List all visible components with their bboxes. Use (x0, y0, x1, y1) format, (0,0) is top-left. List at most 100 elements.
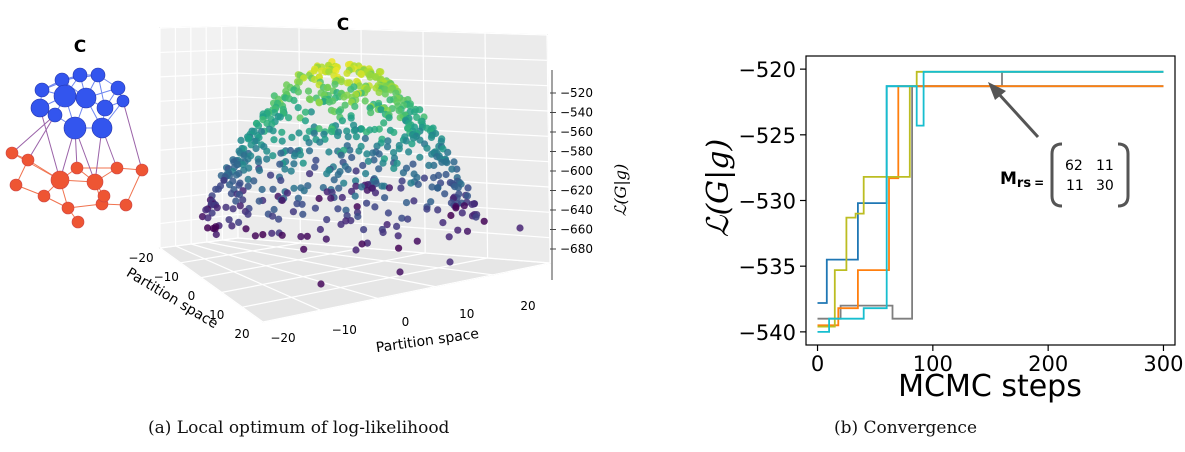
scatter-point (278, 128, 286, 136)
blue-node (96, 99, 114, 117)
blue-node (53, 84, 77, 108)
scatter-point (468, 200, 476, 208)
scatter-point (357, 70, 365, 79)
scatter-point (306, 170, 314, 178)
scatter-point (334, 170, 342, 179)
floor-gridline (175, 245, 321, 311)
x-tick-label: 100 (913, 352, 953, 376)
scatter-point (390, 149, 398, 157)
scatter-point (316, 225, 324, 234)
scatter-point (434, 206, 442, 214)
scatter-point (361, 134, 369, 143)
red-node (5, 146, 19, 160)
y-tick-label: 20 (520, 299, 535, 313)
annotation-arrow (988, 82, 1040, 139)
scatter-point (395, 244, 403, 252)
scatter-point (335, 108, 343, 116)
scatter-point (361, 97, 369, 105)
mrs-label: Mrs = (1000, 169, 1044, 191)
scatter-point (294, 104, 302, 112)
scatter-point (290, 184, 298, 192)
scatter-point (443, 159, 451, 167)
floor-gridline (201, 247, 363, 279)
blue-node (90, 67, 106, 83)
caption-b: (b) Convergence (834, 418, 978, 438)
scatter-point (227, 190, 235, 198)
floor-gridline (159, 237, 239, 249)
scatter-point (343, 69, 351, 77)
scatter-point (269, 127, 277, 135)
scatter-point (299, 159, 307, 167)
scatter-point (337, 151, 345, 159)
scatter3d-zlabel: ℒ(G|g) (611, 164, 630, 216)
scatter-point (358, 240, 366, 248)
scatter-point (381, 90, 389, 98)
scatter-point (413, 237, 421, 245)
scatter-point (294, 194, 302, 202)
scatter-point (416, 153, 424, 161)
scatter-point (355, 147, 363, 155)
red-node (61, 201, 75, 215)
scatter-point (442, 170, 450, 179)
scatter-point (439, 219, 447, 227)
scatter-point (402, 199, 411, 207)
scatter-point (379, 159, 387, 167)
scatter-point (454, 226, 462, 234)
scatter-point (341, 101, 349, 109)
red-node (70, 161, 84, 175)
scatter-point (327, 194, 335, 202)
scatter-point (316, 138, 324, 146)
scatter-point (325, 68, 333, 76)
scatter-point (287, 167, 295, 175)
scatter-point (255, 197, 263, 205)
scatter3d-plot: −520−540−560−580−600−620−640−660−680−20−… (128, 25, 593, 345)
scatter-point (237, 136, 245, 144)
scatter-point (278, 196, 286, 204)
scatter-point (270, 136, 278, 144)
cross-edge (27, 114, 56, 161)
network-label: C (74, 37, 86, 57)
blue-node (34, 82, 50, 98)
scatter-point (270, 205, 278, 214)
scatter-point (315, 194, 323, 203)
blue-node (110, 80, 126, 96)
convergence-line-chart: 0 100 200 300 −520 −525 −530 −535 −540 (738, 55, 1184, 376)
scatter-point (251, 232, 259, 240)
scatter-point (311, 204, 319, 212)
scatter-point (296, 114, 304, 122)
scatter-point (463, 192, 472, 200)
x-tick-label: −10 (154, 270, 179, 284)
caption-a: (a) Local optimum of log-likelihood (148, 418, 450, 438)
scatter-point (300, 245, 308, 253)
matrix-left-bracket (1050, 142, 1063, 208)
scatter-point (363, 186, 371, 194)
red-node (9, 178, 23, 192)
scatter-point (278, 231, 286, 239)
scatter-point (448, 165, 456, 173)
scatter-point (363, 150, 371, 158)
scatter-point (268, 229, 276, 237)
scatter-point (347, 85, 355, 93)
scatter-point (464, 184, 472, 192)
linechart-ylabel: ℒ(G|g) (701, 139, 736, 237)
scatter-point (381, 194, 389, 202)
scatter-point (370, 156, 378, 164)
scatter-point (384, 137, 392, 145)
series-line (817, 85, 1164, 327)
scatter-point (258, 185, 266, 194)
scatter-point (288, 133, 296, 141)
matrix-cell: 30 (1096, 178, 1114, 194)
scatter-point (317, 280, 325, 288)
scatter-point (202, 206, 210, 214)
scatter-point (352, 167, 360, 175)
scatter-point (323, 170, 331, 178)
scatter-point (204, 224, 212, 232)
scatter-point (301, 108, 310, 116)
network-diagram (5, 67, 149, 229)
scatter-point (244, 175, 252, 183)
scatter-point (445, 233, 453, 241)
plot-frame (805, 55, 1176, 346)
scatter-point (395, 145, 403, 153)
scatter-point (352, 246, 360, 254)
